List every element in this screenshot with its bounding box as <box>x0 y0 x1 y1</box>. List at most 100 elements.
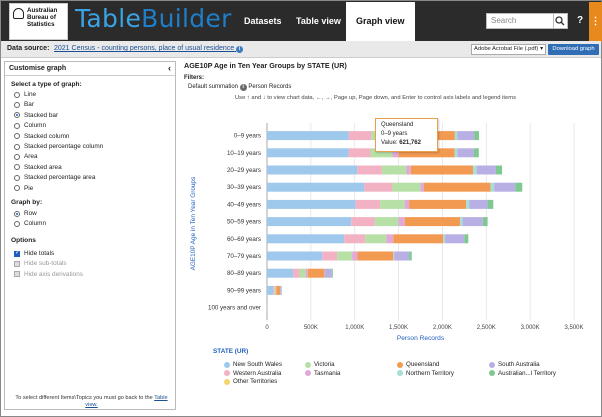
bar-segment[interactable] <box>424 182 491 192</box>
bar-segment[interactable] <box>462 217 483 227</box>
bar-segment[interactable] <box>273 285 275 295</box>
radio-button[interactable] <box>14 122 20 129</box>
bar-segment[interactable] <box>494 182 516 192</box>
bar-segment[interactable] <box>274 285 276 295</box>
graph-type-option[interactable]: Stacked percentage column <box>14 143 103 150</box>
graph-type-option[interactable]: Stacked percentage area <box>14 174 95 181</box>
graph-type-option[interactable]: Column <box>14 122 46 129</box>
legend-item[interactable]: Queensland <box>397 361 439 368</box>
bar-segment[interactable] <box>348 148 371 158</box>
download-graph-button[interactable]: Download graph <box>548 44 599 55</box>
bar-segment[interactable] <box>370 148 393 158</box>
bar-segment[interactable] <box>267 148 349 158</box>
bar-segment[interactable] <box>267 285 274 295</box>
graph-type-option[interactable]: Bar <box>14 101 34 108</box>
bar-segment[interactable] <box>393 251 395 261</box>
bar-segment[interactable] <box>365 234 387 244</box>
radio-button[interactable] <box>14 164 20 171</box>
bar-segment[interactable] <box>443 234 446 244</box>
search-button[interactable] <box>554 13 568 29</box>
data-source-link[interactable]: 2021 Census - counting persons, place of… <box>54 45 244 53</box>
bar-segment[interactable] <box>305 268 308 278</box>
graph-by-option[interactable]: Column <box>14 220 46 227</box>
bar-segment[interactable] <box>267 217 352 227</box>
bar-segment[interactable] <box>457 148 475 158</box>
bar-segment[interactable] <box>267 182 365 192</box>
bar-segment[interactable] <box>487 199 494 209</box>
bar-segment[interactable] <box>457 131 475 141</box>
nav-table-view[interactable]: Table view <box>296 16 341 26</box>
radio-button[interactable] <box>14 112 20 119</box>
radio-button[interactable] <box>14 133 20 140</box>
table-view-link[interactable]: Table view. <box>85 395 168 408</box>
bar-segment[interactable] <box>398 217 405 227</box>
graph-type-option[interactable]: Area <box>14 153 38 160</box>
collapse-icon[interactable]: ‹ <box>168 63 171 73</box>
checkbox[interactable] <box>14 249 20 257</box>
bar-segment[interactable] <box>357 251 394 261</box>
graph-type-option[interactable]: Line <box>14 91 36 98</box>
bar-segment[interactable] <box>386 234 394 244</box>
bar-segment[interactable] <box>267 234 345 244</box>
radio-button[interactable] <box>14 185 20 192</box>
bar-segment[interactable] <box>276 285 281 295</box>
bar-segment[interactable] <box>469 199 488 209</box>
data-source-value[interactable]: 2021 Census - counting persons, place of… <box>54 45 235 52</box>
bar-segment[interactable] <box>466 199 470 209</box>
radio-button[interactable] <box>14 153 20 160</box>
bar-segment[interactable] <box>454 131 458 141</box>
bar-segment[interactable] <box>393 234 444 244</box>
bar-segment[interactable] <box>464 234 469 244</box>
menu-icon[interactable]: ⋮ <box>589 2 602 42</box>
stacked-bar-chart[interactable]: 0 500K 1,000K 1,500K 2,000K 2,500K 3,000K 3,500… <box>180 61 598 411</box>
bar-segment[interactable] <box>324 268 332 278</box>
nav-datasets[interactable]: Datasets <box>244 16 282 26</box>
bar-segment[interactable] <box>348 131 372 141</box>
bar-segment[interactable] <box>280 285 282 295</box>
bar-segment[interactable] <box>459 217 463 227</box>
bar-segment[interactable] <box>474 148 479 158</box>
bar-segment[interactable] <box>267 131 349 141</box>
bar-segment[interactable] <box>476 165 496 175</box>
radio-button[interactable] <box>14 210 20 217</box>
bar-segment[interactable] <box>381 165 407 175</box>
legend-item[interactable]: Northern Territory <box>397 370 454 377</box>
bar-segment[interactable] <box>495 165 503 175</box>
bar-segment[interactable] <box>474 131 479 141</box>
bar-segment[interactable] <box>344 234 366 244</box>
legend-item[interactable]: Tasmania <box>305 370 340 377</box>
bar-segment[interactable] <box>490 182 495 192</box>
bar-segment[interactable] <box>420 182 425 192</box>
info-icon[interactable]: i <box>239 84 247 91</box>
bar-segment[interactable] <box>364 182 393 192</box>
bar-segment[interactable] <box>409 251 412 261</box>
search-input[interactable]: Search <box>486 13 554 29</box>
bar-segment[interactable] <box>398 148 455 158</box>
graph-by-option[interactable]: Row <box>14 210 37 217</box>
bar-segment[interactable] <box>331 268 333 278</box>
bar-segment[interactable] <box>355 199 381 209</box>
radio-button[interactable] <box>14 143 20 150</box>
bar-segment[interactable] <box>293 268 300 278</box>
format-select[interactable]: Adobe Acrobat File (.pdf) ▾ <box>471 44 546 55</box>
nav-graph-view[interactable]: Graph view <box>346 2 415 42</box>
graph-type-option[interactable]: Stacked area <box>14 164 62 171</box>
bar-segment[interactable] <box>337 251 353 261</box>
graph-option[interactable]: Hide totals <box>14 249 54 257</box>
graph-type-option[interactable]: Stacked column <box>14 133 69 140</box>
bar-segment[interactable] <box>454 148 458 158</box>
bar-segment[interactable] <box>267 268 294 278</box>
legend-item[interactable]: New South Wales <box>224 361 282 368</box>
bar-segment[interactable] <box>307 268 325 278</box>
legend-item[interactable]: Victoria <box>305 361 335 368</box>
radio-button[interactable] <box>14 174 20 181</box>
abs-logo[interactable]: Australian Bureau of Statistics <box>9 3 68 40</box>
bar-segment[interactable] <box>299 268 306 278</box>
legend-item[interactable]: Western Australia <box>224 370 281 377</box>
info-icon[interactable]: i <box>236 46 244 53</box>
bar-segment[interactable] <box>394 251 410 261</box>
graph-type-option[interactable]: Pie <box>14 185 33 192</box>
help-icon[interactable]: ? <box>576 15 584 26</box>
bar-segment[interactable] <box>357 165 382 175</box>
bar-segment[interactable] <box>392 182 421 192</box>
